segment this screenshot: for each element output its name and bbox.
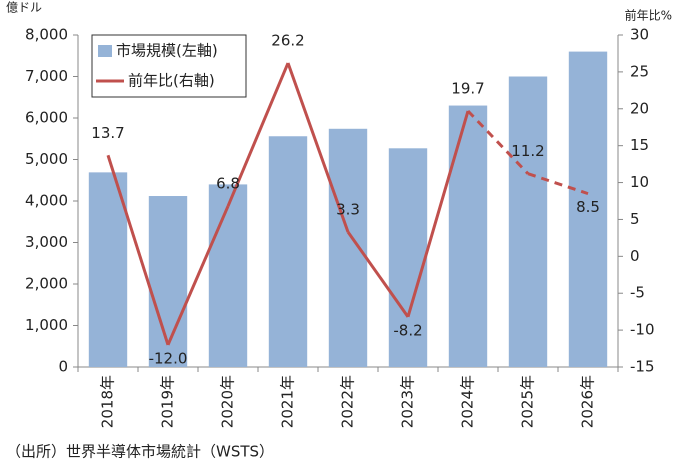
y2-axis-label: 前年比% <box>625 8 672 23</box>
data-label: -12.0 <box>149 349 188 367</box>
y2-tick-label: -10 <box>630 321 655 339</box>
data-label: 11.2 <box>511 142 544 160</box>
data-label: 3.3 <box>336 200 360 218</box>
y2-tick-label: 30 <box>630 26 649 44</box>
bar <box>508 76 548 367</box>
legend-box <box>91 34 247 98</box>
y-tick-label: 5,000 <box>25 150 68 168</box>
y-tick-label: 1,000 <box>25 316 68 334</box>
x-tick-label: 2023年 <box>399 375 417 428</box>
x-tick-label: 2024年 <box>459 375 477 428</box>
bar <box>208 184 248 367</box>
x-tick-label: 2018年 <box>99 375 117 428</box>
y-axis-label: 億ドル <box>6 1 42 15</box>
line-segment <box>346 231 410 318</box>
line-segment <box>406 110 470 318</box>
data-label: 19.7 <box>451 79 484 97</box>
y-tick-label: 2,000 <box>25 275 68 293</box>
bar <box>448 105 488 368</box>
line-segment <box>226 62 290 207</box>
data-label: 26.2 <box>271 32 304 50</box>
line-segment <box>106 154 170 346</box>
bar <box>328 128 368 367</box>
bar <box>148 196 188 367</box>
y2-tick-label: 20 <box>630 99 649 117</box>
x-tick-label: 2022年 <box>339 375 357 428</box>
y2-tick-label: 10 <box>630 173 649 191</box>
bar <box>388 148 428 367</box>
source: （出所）世界半導体市場統計（WSTS） <box>6 443 274 461</box>
data-label: 6.8 <box>216 175 240 193</box>
legend-label: 市場規模(左軸) <box>116 42 218 60</box>
y-tick-label: 8,000 <box>25 26 68 44</box>
y-tick-label: 6,000 <box>25 109 68 127</box>
bar <box>568 51 608 367</box>
y2-tick-label: 0 <box>630 247 640 265</box>
line-segment <box>286 62 350 233</box>
y-tick-label: 0 <box>58 358 68 376</box>
legend-label: 前年比(右軸) <box>128 72 215 90</box>
y-tick-label: 3,000 <box>25 233 68 251</box>
y2-tick-label: 15 <box>630 136 649 154</box>
y2-tick-label: -5 <box>630 284 645 302</box>
line-segment <box>466 109 530 175</box>
y-tick-label: 4,000 <box>25 192 68 210</box>
line-segment <box>527 172 589 196</box>
y2-tick-label: -15 <box>630 358 655 376</box>
bar <box>268 136 308 367</box>
bar <box>88 172 128 367</box>
x-tick-label: 2020年 <box>219 375 237 428</box>
x-tick-label: 2019年 <box>159 375 177 428</box>
data-label: -8.2 <box>393 321 422 339</box>
y2-tick-label: 5 <box>630 210 640 228</box>
data-label: 8.5 <box>576 198 600 216</box>
y-tick-label: 7,000 <box>25 67 68 85</box>
x-tick-label: 2025年 <box>519 375 537 428</box>
data-label: 13.7 <box>91 124 124 142</box>
x-tick-label: 2026年 <box>579 375 597 428</box>
x-tick-label: 2021年 <box>279 375 297 428</box>
legend-swatch <box>98 45 112 57</box>
y2-tick-label: 25 <box>630 62 649 80</box>
line-segment <box>166 205 230 346</box>
